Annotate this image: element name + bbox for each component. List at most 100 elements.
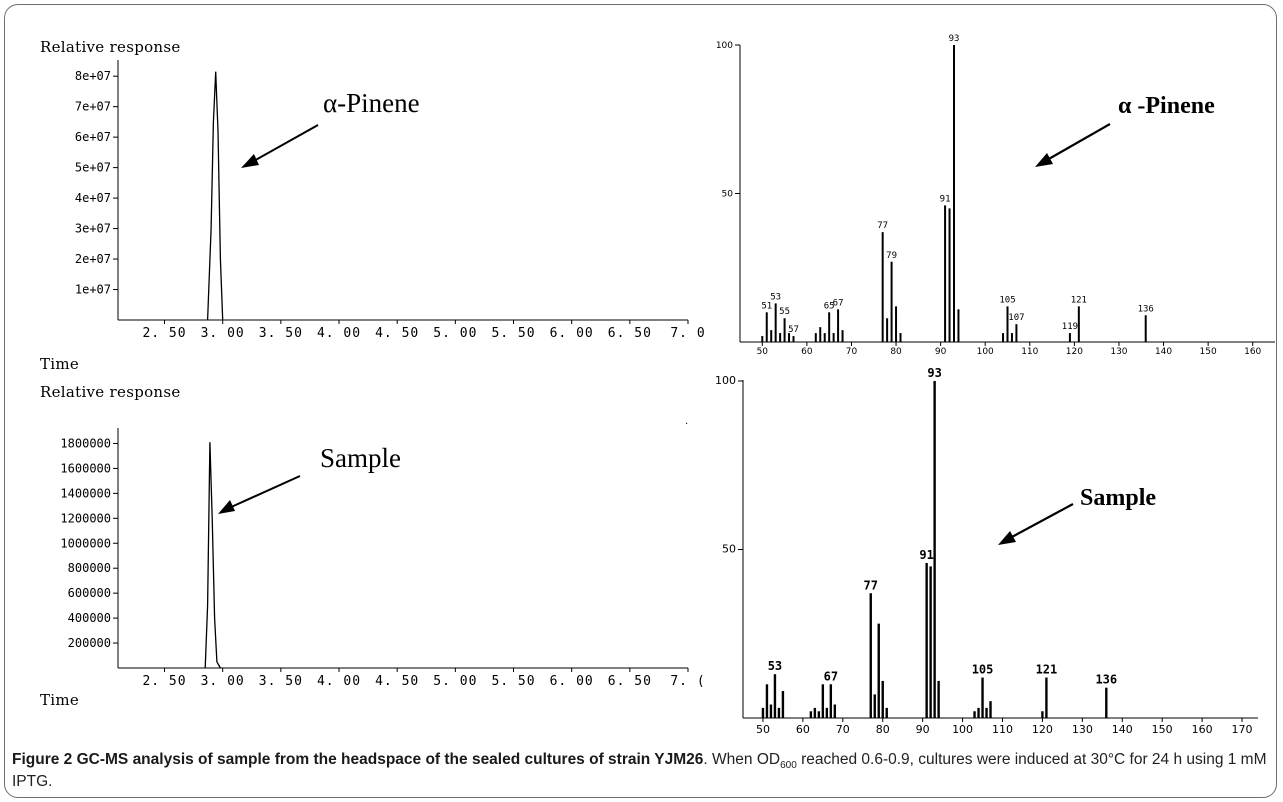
peak-label: 91 <box>919 548 933 562</box>
y-tick-label: 100 <box>715 374 736 387</box>
y-tick-label: 5e+07 <box>75 161 111 175</box>
y-tick-label: 600000 <box>68 586 111 600</box>
y-tick-label: 3e+07 <box>75 222 111 236</box>
arrow-line-d <box>1009 503 1074 539</box>
y-tick-label: 50 <box>722 543 736 556</box>
peak-label: 93 <box>949 34 960 44</box>
y-tick-label: 2e+07 <box>75 252 111 266</box>
peak-label: 121 <box>1036 663 1058 677</box>
x-tick-label: 7. ( <box>670 674 705 689</box>
y-tick-label: 1800000 <box>60 436 111 450</box>
x-tick-label: 100 <box>977 347 994 357</box>
y-tick-label: 6e+07 <box>75 130 111 144</box>
y-tick-label: 1000000 <box>60 536 111 550</box>
x-tick-label: 2. 50 <box>142 674 186 689</box>
mass-spectrum-sample: 100 50 50 60 70 80 90 100 110 120 130 140 150 160 170… <box>715 366 1258 736</box>
x-tick-label: 3. 00 <box>201 674 245 689</box>
peak-label: 51 <box>761 301 772 311</box>
x-tick-label: 6. 50 <box>608 674 652 689</box>
figure-frame <box>4 4 1277 798</box>
x-tick-label: 80 <box>890 347 902 357</box>
peak-label: 136 <box>1095 673 1117 687</box>
peak-label: 119 <box>1062 322 1078 332</box>
chromatogram-sample: Relative response 1800000 1600000 1400000 1… <box>40 383 705 709</box>
peak-label: 65 <box>824 301 835 311</box>
peak-label: 77 <box>877 221 888 231</box>
y-tick-label: 200000 <box>68 636 111 650</box>
annotation-alpha-pinene-ms: α -Pinene <box>1118 93 1215 119</box>
arrow-head-a <box>241 154 259 168</box>
peak-label: 77 <box>864 578 878 592</box>
annotation-alpha-pinene: α-Pinene <box>323 88 420 118</box>
y-tick-label: 1200000 <box>60 511 111 525</box>
x-tick-label: 160 <box>1244 347 1261 357</box>
x-tick-label: 120 <box>1032 723 1053 736</box>
y-tick-label: 1e+07 <box>75 283 111 297</box>
peak-label: 53 <box>768 659 782 673</box>
x-tick-label: 100 <box>952 723 973 736</box>
x-tick-label: 5. 00 <box>433 326 477 341</box>
x-tick-label: 5. 50 <box>491 674 535 689</box>
peak-label: 136 <box>1138 304 1154 314</box>
peak-label: 93 <box>927 366 941 380</box>
y-tick-label: 800000 <box>68 561 111 575</box>
x-tick-label: 140 <box>1155 347 1172 357</box>
x-tick-label: 3. 00 <box>201 326 245 341</box>
x-tick-label: 50 <box>756 723 770 736</box>
annotation-sample-b: Sample <box>320 443 401 473</box>
x-tick-label: 60 <box>801 347 813 357</box>
figure-caption: Figure 2 GC-MS analysis of sample from t… <box>12 749 1270 793</box>
y-tick-label: 7e+07 <box>75 100 111 114</box>
ylabel-b: Relative response <box>40 383 181 401</box>
x-tick-label: 170 <box>1232 723 1253 736</box>
y-tick-label: 400000 <box>68 611 111 625</box>
x-tick-label: 6. 50 <box>608 326 652 341</box>
x-tick-label: 150 <box>1152 723 1173 736</box>
x-tick-label: 130 <box>1072 723 1093 736</box>
peak-label: 79 <box>886 251 897 261</box>
x-tick-label: 6. 00 <box>550 326 594 341</box>
trace-alpha-pinene <box>206 71 224 321</box>
x-tick-label: 140 <box>1112 723 1133 736</box>
x-tick-label: 160 <box>1192 723 1213 736</box>
x-tick-label: 4. 00 <box>317 326 361 341</box>
y-tick-label: 100 <box>716 41 733 51</box>
x-tick-label: 70 <box>846 347 858 357</box>
y-tick-label: 50 <box>722 190 734 200</box>
x-tick-label: 5. 50 <box>491 326 535 341</box>
x-tick-label: 6. 00 <box>550 674 594 689</box>
x-tick-label: 110 <box>992 723 1013 736</box>
arrow-head-d <box>998 531 1016 545</box>
xlabel-b: Time <box>40 691 79 709</box>
arrow-line-c <box>1046 123 1111 161</box>
x-tick-label: 4. 00 <box>317 674 361 689</box>
annotation-sample-d: Sample <box>1080 485 1156 511</box>
x-tick-label: 110 <box>1021 347 1038 357</box>
trace-sample <box>204 442 221 669</box>
x-tick-label: 5. 00 <box>433 674 477 689</box>
x-tick-label: 70 <box>836 723 850 736</box>
x-tick-label: 7. 0 <box>670 326 705 341</box>
x-tick-label: 90 <box>935 347 947 357</box>
caption-text-a: . When OD <box>703 751 781 768</box>
x-tick-label: 4. 50 <box>375 674 419 689</box>
chromatogram-alpha-pinene: Relative response 8e+07 7e+07 6e+07 5e+07 4e… <box>40 38 705 373</box>
peak-label: 53 <box>770 292 781 302</box>
xlabel-a: Time <box>40 355 79 373</box>
peak-label: 107 <box>1008 313 1024 323</box>
x-tick-label: 130 <box>1110 347 1127 357</box>
caption-subscript: 600 <box>780 760 797 772</box>
ylabel-a: Relative response <box>40 38 181 56</box>
x-tick-label: 80 <box>876 723 890 736</box>
peak-label: 57 <box>788 325 799 335</box>
y-tick-label: 1400000 <box>60 486 111 500</box>
arrow-head-c <box>1035 153 1053 167</box>
arrow-line-a <box>251 124 319 163</box>
arrow-line-b <box>228 475 301 509</box>
x-tick-label: 60 <box>796 723 810 736</box>
x-tick-label: 120 <box>1066 347 1083 357</box>
peak-label: 121 <box>1071 295 1087 305</box>
x-tick-label: 2. 50 <box>142 326 186 341</box>
peak-label: 105 <box>999 295 1015 305</box>
